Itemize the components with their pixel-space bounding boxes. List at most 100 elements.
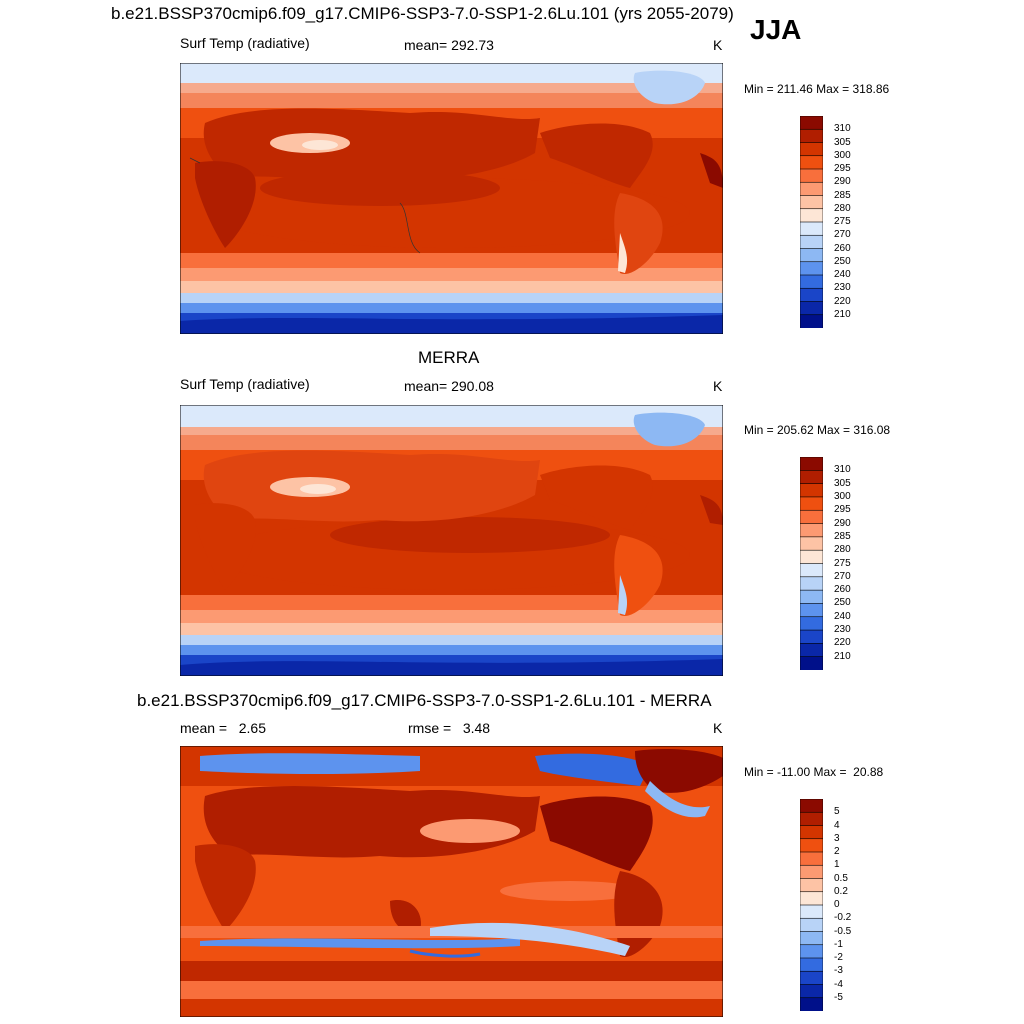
colorbar-swatch	[800, 483, 823, 498]
colorbar-swatch	[800, 891, 823, 906]
colorbar-swatch	[800, 864, 823, 880]
colorbar-tick-label: 275	[834, 557, 851, 569]
colorbar-swatch	[800, 656, 823, 670]
colorbar-tick-label: 250	[834, 597, 851, 609]
colorbar-swatch	[800, 643, 823, 658]
colorbar-swatch	[800, 811, 823, 827]
colorbar-tick-label: 305	[834, 477, 851, 489]
panel-3-mean-label: mean = 2.65	[180, 720, 267, 736]
panel-2-minmax: Min = 205.62 Max = 316.08	[744, 423, 891, 437]
colorbar-swatch	[800, 142, 823, 157]
colorbar-tick-label: 230	[834, 282, 851, 294]
colorbar-swatch	[800, 457, 823, 471]
panel-3-colorbar-swatches	[800, 799, 823, 1011]
colorbar-swatch	[800, 917, 823, 933]
colorbar-swatch	[800, 629, 823, 644]
colorbar-swatch	[800, 957, 823, 972]
colorbar-swatch	[800, 563, 823, 578]
colorbar-swatch	[800, 496, 823, 511]
panel-1-map	[180, 63, 723, 334]
colorbar-tick-label: 270	[834, 229, 851, 241]
colorbar-tick-label: 5	[834, 806, 840, 818]
panel-3-units: K	[713, 720, 723, 736]
colorbar-tick-label: 1	[834, 859, 840, 871]
colorbar-swatch	[800, 301, 823, 316]
colorbar-tick-label: 285	[834, 530, 851, 542]
colorbar-tick-label: 220	[834, 295, 851, 307]
panel-1-minmax: Min = 211.46 Max = 318.86	[744, 82, 890, 96]
colorbar-swatch	[800, 221, 823, 236]
colorbar-tick-label: 2	[834, 846, 840, 857]
colorbar-tick-label: 310	[834, 464, 851, 476]
colorbar-swatch	[800, 970, 823, 986]
panel-2-variable-label: Surf Temp (radiative)	[180, 376, 310, 392]
colorbar-swatch	[800, 181, 823, 197]
colorbar-swatch	[800, 878, 823, 893]
colorbar-tick-label: 305	[834, 136, 851, 148]
colorbar-swatch	[800, 825, 823, 840]
panel-3-colorbar	[800, 799, 823, 1011]
colorbar-tick-label: 3	[834, 832, 840, 844]
colorbar-swatch	[800, 549, 823, 565]
colorbar-swatch	[800, 248, 823, 263]
panel-1-variable-label: Surf Temp (radiative)	[180, 35, 310, 51]
colorbar-swatch	[800, 509, 823, 525]
panel-1-colorbar-swatches	[800, 116, 823, 328]
colorbar-swatch	[800, 261, 823, 276]
colorbar-tick-label: 240	[834, 269, 851, 280]
panel-2-map	[180, 405, 723, 676]
colorbar-tick-label: 250	[834, 255, 851, 267]
colorbar-tick-label: 220	[834, 637, 851, 649]
colorbar-swatch	[800, 168, 823, 183]
colorbar-swatch	[800, 116, 823, 130]
colorbar-tick-label: 285	[834, 189, 851, 201]
colorbar-swatch	[800, 128, 823, 144]
colorbar-tick-label: -3	[834, 965, 843, 977]
colorbar-swatch	[800, 603, 823, 618]
colorbar-swatch	[800, 851, 823, 866]
colorbar-swatch	[800, 984, 823, 999]
colorbar-tick-label: 0	[834, 899, 840, 910]
panel-1-colorbar	[800, 116, 823, 328]
colorbar-tick-label: 300	[834, 490, 851, 502]
colorbar-tick-label: -2	[834, 952, 843, 963]
colorbar-swatch	[800, 931, 823, 946]
panel-1-units: K	[713, 37, 723, 53]
colorbar-swatch	[800, 904, 823, 919]
colorbar-tick-label: 240	[834, 610, 851, 622]
colorbar-tick-label: 290	[834, 176, 851, 188]
colorbar-swatch	[800, 616, 823, 631]
colorbar-swatch	[800, 195, 823, 210]
colorbar-swatch	[800, 589, 823, 605]
colorbar-tick-label: 230	[834, 624, 851, 636]
colorbar-tick-label: 4	[834, 819, 840, 831]
colorbar-tick-label: 295	[834, 504, 851, 516]
panel-2-mean-label: mean= 290.08	[404, 378, 494, 394]
colorbar-swatch	[800, 838, 823, 853]
colorbar-swatch	[800, 997, 823, 1011]
colorbar-swatch	[800, 155, 823, 170]
colorbar-swatch	[800, 536, 823, 551]
colorbar-tick-label: 300	[834, 149, 851, 161]
colorbar-tick-label: 0.5	[834, 872, 848, 884]
panel-1-title: b.e21.BSSP370cmip6.f09_g17.CMIP6-SSP3-7.…	[111, 4, 734, 23]
colorbar-tick-label: 280	[834, 202, 851, 214]
panel-3-minmax: Min = -11.00 Max = 20.88	[744, 765, 884, 779]
panel-2-colorbar	[800, 457, 823, 670]
panel-3-title: b.e21.BSSP370cmip6.f09_g17.CMIP6-SSP3-7.…	[137, 691, 712, 710]
colorbar-swatch	[800, 208, 823, 223]
panel-2-units: K	[713, 378, 723, 394]
panel-1-mean-label: mean= 292.73	[404, 37, 494, 53]
colorbar-swatch	[800, 523, 823, 538]
colorbar-tick-label: -0.5	[834, 925, 852, 937]
colorbar-tick-label: 260	[834, 242, 851, 254]
colorbar-swatch	[800, 234, 823, 250]
colorbar-tick-label: -0.2	[834, 912, 852, 924]
colorbar-tick-label: 0.2	[834, 885, 848, 897]
colorbar-tick-label: 210	[834, 650, 851, 662]
panel-3-map	[180, 746, 723, 1017]
colorbar-tick-label: 270	[834, 570, 851, 582]
season-label: JJA	[750, 14, 802, 45]
panel-3-rmse-label: rmse = 3.48	[408, 720, 491, 736]
colorbar-swatch	[800, 287, 823, 303]
